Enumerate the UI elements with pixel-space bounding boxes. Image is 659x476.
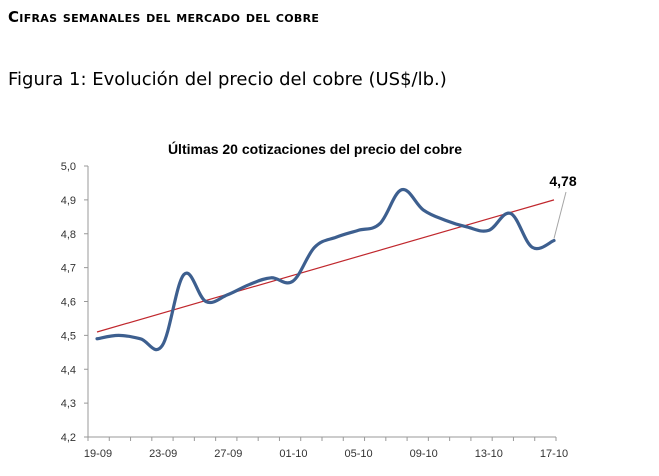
data-point	[226, 294, 228, 296]
x-tick-label: 17-10	[540, 448, 568, 460]
data-point	[248, 283, 250, 285]
x-tick-label: 01-10	[279, 448, 307, 460]
x-tick-label: 19-09	[84, 448, 112, 460]
trend-line	[96, 199, 555, 333]
y-tick-label: 4,3	[61, 398, 76, 410]
page-heading: Cifras semanales del mercado del cobre	[8, 8, 320, 26]
x-tick-label: 13-10	[475, 448, 503, 460]
y-tick-label: 4,5	[61, 330, 76, 342]
data-point	[292, 280, 294, 282]
data-point	[313, 246, 315, 248]
x-tick-label: 05-10	[345, 448, 373, 460]
y-tick-label: 4,7	[61, 263, 76, 275]
data-point	[161, 344, 163, 346]
y-tick-label: 4,4	[61, 364, 76, 376]
data-point	[118, 334, 120, 336]
x-tick-label: 23-09	[149, 448, 177, 460]
y-tick-label: 4,6	[61, 297, 76, 309]
y-tick-label: 4,8	[61, 229, 76, 241]
x-tick-label: 09-10	[410, 448, 438, 460]
data-point	[96, 338, 98, 340]
data-point	[183, 273, 185, 275]
x-tick-label: 27-09	[214, 448, 242, 460]
last-value-label: 4,78	[549, 173, 576, 189]
y-tick-label: 4,2	[61, 432, 76, 444]
y-tick-label: 5,0	[61, 161, 76, 173]
data-point	[531, 246, 533, 248]
data-point	[270, 277, 272, 279]
data-point	[444, 219, 446, 221]
data-point	[400, 189, 402, 191]
data-point	[553, 239, 555, 241]
data-point	[422, 209, 424, 211]
y-tick-label: 4,9	[61, 195, 76, 207]
data-point	[488, 229, 490, 231]
chart-title: Últimas 20 cotizaciones del precio del c…	[168, 140, 462, 157]
data-point	[335, 236, 337, 238]
price-series-line	[95, 188, 556, 352]
data-point	[139, 338, 141, 340]
data-point	[357, 229, 359, 231]
data-point	[205, 300, 207, 302]
annotation-leader	[553, 191, 567, 239]
data-point	[466, 226, 468, 228]
data-point	[379, 222, 381, 224]
data-point	[509, 212, 511, 214]
figure-caption: Figura 1: Evolución del precio del cobre…	[8, 69, 447, 90]
